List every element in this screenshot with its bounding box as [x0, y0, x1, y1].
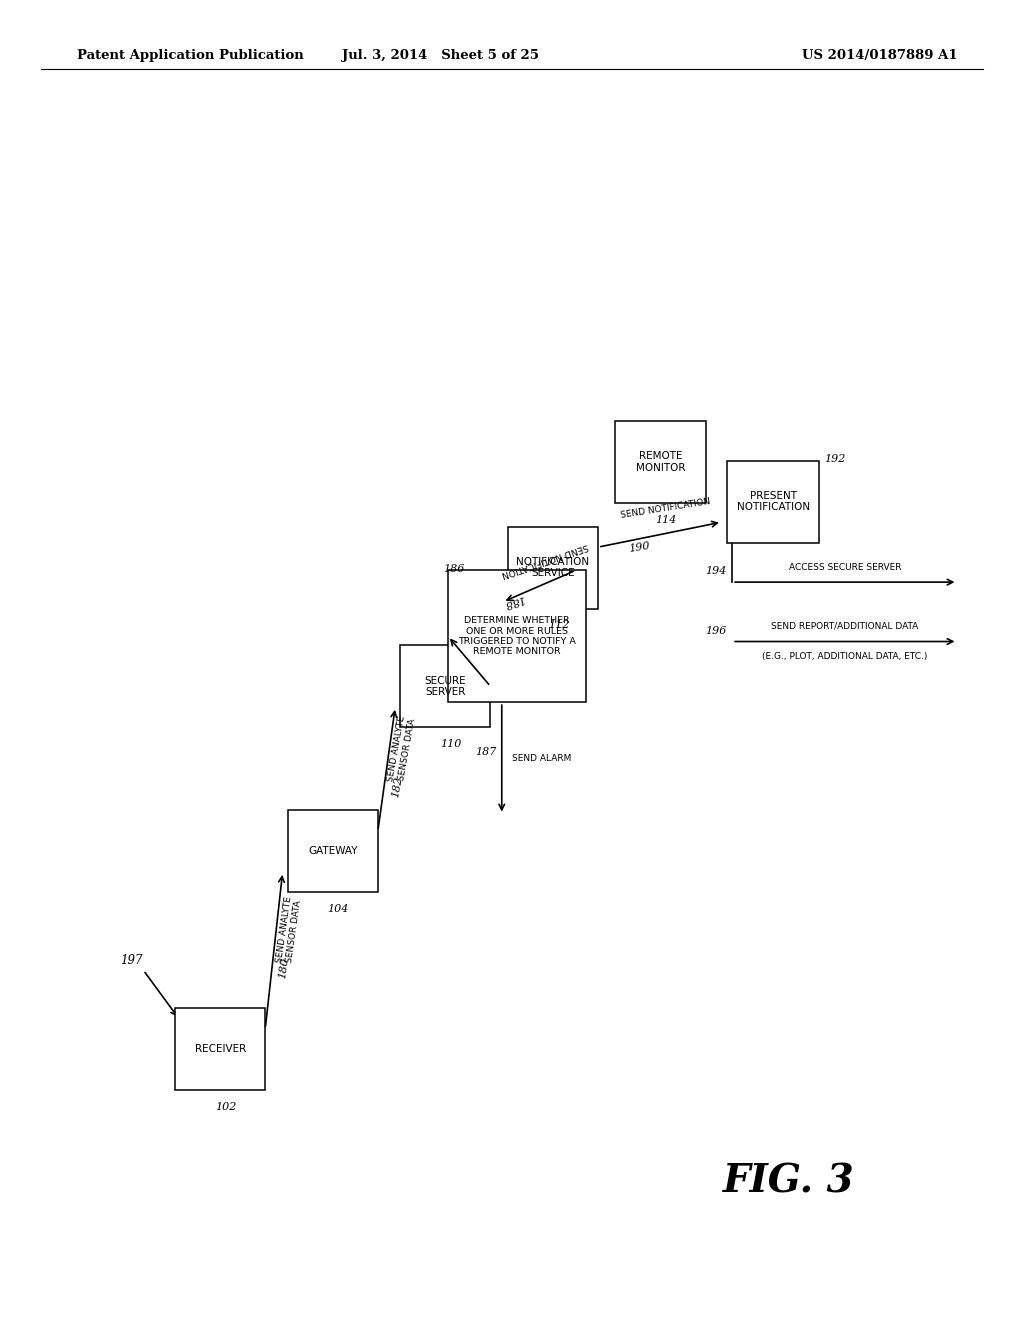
- Text: 112: 112: [548, 620, 569, 631]
- FancyBboxPatch shape: [175, 1008, 265, 1090]
- FancyBboxPatch shape: [400, 645, 490, 727]
- Text: FIG. 3: FIG. 3: [723, 1163, 854, 1200]
- Text: 192: 192: [824, 454, 846, 465]
- Text: (E.G., PLOT, ADDITIONAL DATA, ETC.): (E.G., PLOT, ADDITIONAL DATA, ETC.): [762, 652, 928, 661]
- Text: 182: 182: [390, 776, 403, 799]
- Text: 180: 180: [278, 957, 291, 979]
- Text: SEND ANALYTE
SENSOR DATA: SEND ANALYTE SENSOR DATA: [274, 896, 304, 965]
- Text: 187: 187: [475, 747, 497, 756]
- Text: REMOTE
MONITOR: REMOTE MONITOR: [636, 451, 685, 473]
- Text: NOTIFICATION
SERVICE: NOTIFICATION SERVICE: [516, 557, 590, 578]
- Text: SECURE
SERVER: SECURE SERVER: [425, 676, 466, 697]
- Text: US 2014/0187889 A1: US 2014/0187889 A1: [802, 49, 957, 62]
- Text: 188: 188: [502, 593, 525, 609]
- Text: RECEIVER: RECEIVER: [195, 1044, 246, 1055]
- Text: 102: 102: [215, 1102, 237, 1113]
- FancyBboxPatch shape: [727, 461, 819, 543]
- Text: SEND ANALYTE
SENSOR DATA: SEND ANALYTE SENSOR DATA: [386, 714, 418, 784]
- FancyBboxPatch shape: [449, 570, 586, 702]
- Text: Jul. 3, 2014   Sheet 5 of 25: Jul. 3, 2014 Sheet 5 of 25: [342, 49, 539, 62]
- FancyBboxPatch shape: [508, 527, 598, 609]
- Text: SEND ALARM: SEND ALARM: [512, 754, 571, 763]
- Text: 104: 104: [328, 904, 349, 915]
- Text: 190: 190: [628, 541, 651, 554]
- Text: SEND REPORT/ADDITIONAL DATA: SEND REPORT/ADDITIONAL DATA: [771, 622, 919, 631]
- Text: SEND NOTIFICATION: SEND NOTIFICATION: [500, 541, 589, 578]
- FancyBboxPatch shape: [615, 421, 706, 503]
- Text: 114: 114: [655, 515, 677, 525]
- Text: GATEWAY: GATEWAY: [308, 846, 357, 857]
- Text: DETERMINE WHETHER
ONE OR MORE RULES
TRIGGERED TO NOTIFY A
REMOTE MONITOR: DETERMINE WHETHER ONE OR MORE RULES TRIG…: [458, 616, 577, 656]
- Text: Patent Application Publication: Patent Application Publication: [77, 49, 303, 62]
- Text: 194: 194: [706, 565, 727, 576]
- Text: ACCESS SECURE SERVER: ACCESS SECURE SERVER: [788, 562, 901, 572]
- FancyBboxPatch shape: [288, 810, 378, 892]
- Text: 197: 197: [120, 954, 142, 968]
- Text: 110: 110: [440, 739, 462, 750]
- Text: PRESENT
NOTIFICATION: PRESENT NOTIFICATION: [736, 491, 810, 512]
- Text: 196: 196: [706, 626, 727, 636]
- Text: SEND NOTIFICATION: SEND NOTIFICATION: [620, 496, 711, 520]
- Text: 186: 186: [442, 564, 464, 574]
